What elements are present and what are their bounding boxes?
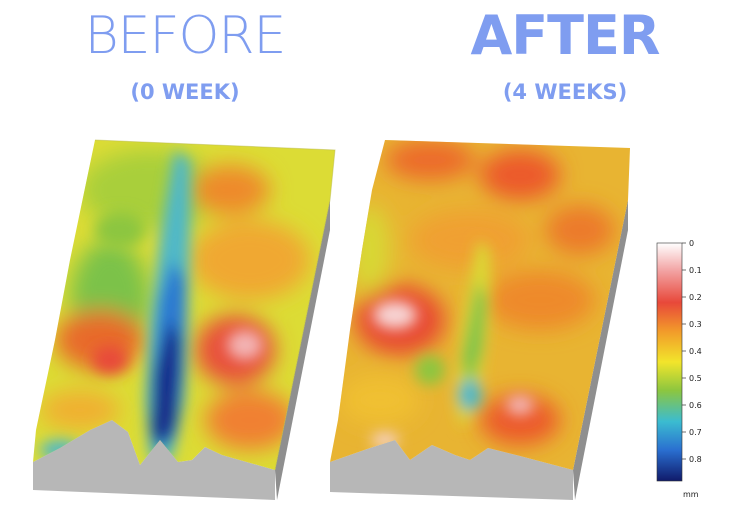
scale-tick-label: 0.7 [689, 428, 702, 437]
color-scale-bar [656, 242, 683, 482]
after-surface [330, 140, 630, 500]
scale-tick-label: 0.2 [689, 293, 702, 302]
scale-tick-label: 0.8 [689, 455, 702, 464]
scale-tick-label: 0.3 [689, 320, 702, 329]
before-subtitle: (0 WEEK) [130, 80, 240, 104]
before-title: BEFORE [84, 6, 287, 66]
after-subtitle: (4 WEEKS) [502, 80, 628, 104]
scale-tick-label: 0 [689, 239, 694, 248]
color-scale: 0 0.1 0.2 0.3 0.4 0.5 0.6 0.7 0.8 mm [656, 239, 702, 499]
scale-tick-label: 0.1 [689, 266, 702, 275]
scale-tick-label: 0.4 [689, 347, 702, 356]
scale-tick-label: 0.6 [689, 401, 702, 410]
after-title: AFTER [470, 4, 661, 67]
color-scale-ticks [682, 242, 686, 460]
scale-unit: mm [683, 490, 699, 499]
before-surface [33, 139, 336, 500]
scale-tick-label: 0.5 [689, 374, 702, 383]
